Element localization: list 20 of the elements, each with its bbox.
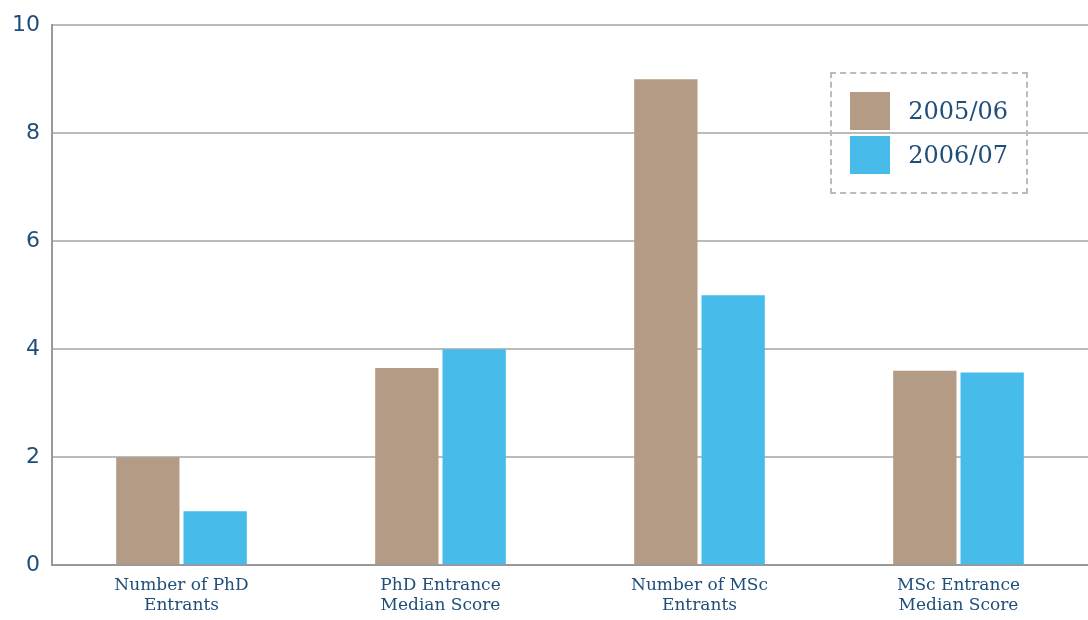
y-tick-label: 6 — [25, 226, 40, 252]
legend-label: 2005/06 — [908, 97, 1008, 125]
x-tick-label: PhD Entrance Median Score — [380, 573, 501, 615]
bar — [116, 457, 180, 565]
y-tick-label: 8 — [25, 118, 40, 144]
y-tick-label: 4 — [25, 334, 40, 360]
y-tick-label: 0 — [25, 550, 40, 576]
bar — [960, 372, 1024, 565]
bar — [375, 368, 439, 565]
bar — [183, 511, 247, 565]
bar — [634, 79, 698, 565]
bar — [701, 295, 765, 565]
bar — [442, 349, 506, 565]
y-tick-label: 2 — [25, 442, 40, 468]
x-tick-label: MSc Entrance Median Score — [897, 573, 1020, 615]
y-tick-label: 10 — [11, 10, 40, 36]
x-tick-label: Number of MSc Entrants — [631, 573, 768, 615]
legend-label: 2006/07 — [908, 141, 1008, 169]
x-tick-label: Number of PhD Entrants — [114, 573, 249, 615]
bar — [893, 370, 957, 565]
